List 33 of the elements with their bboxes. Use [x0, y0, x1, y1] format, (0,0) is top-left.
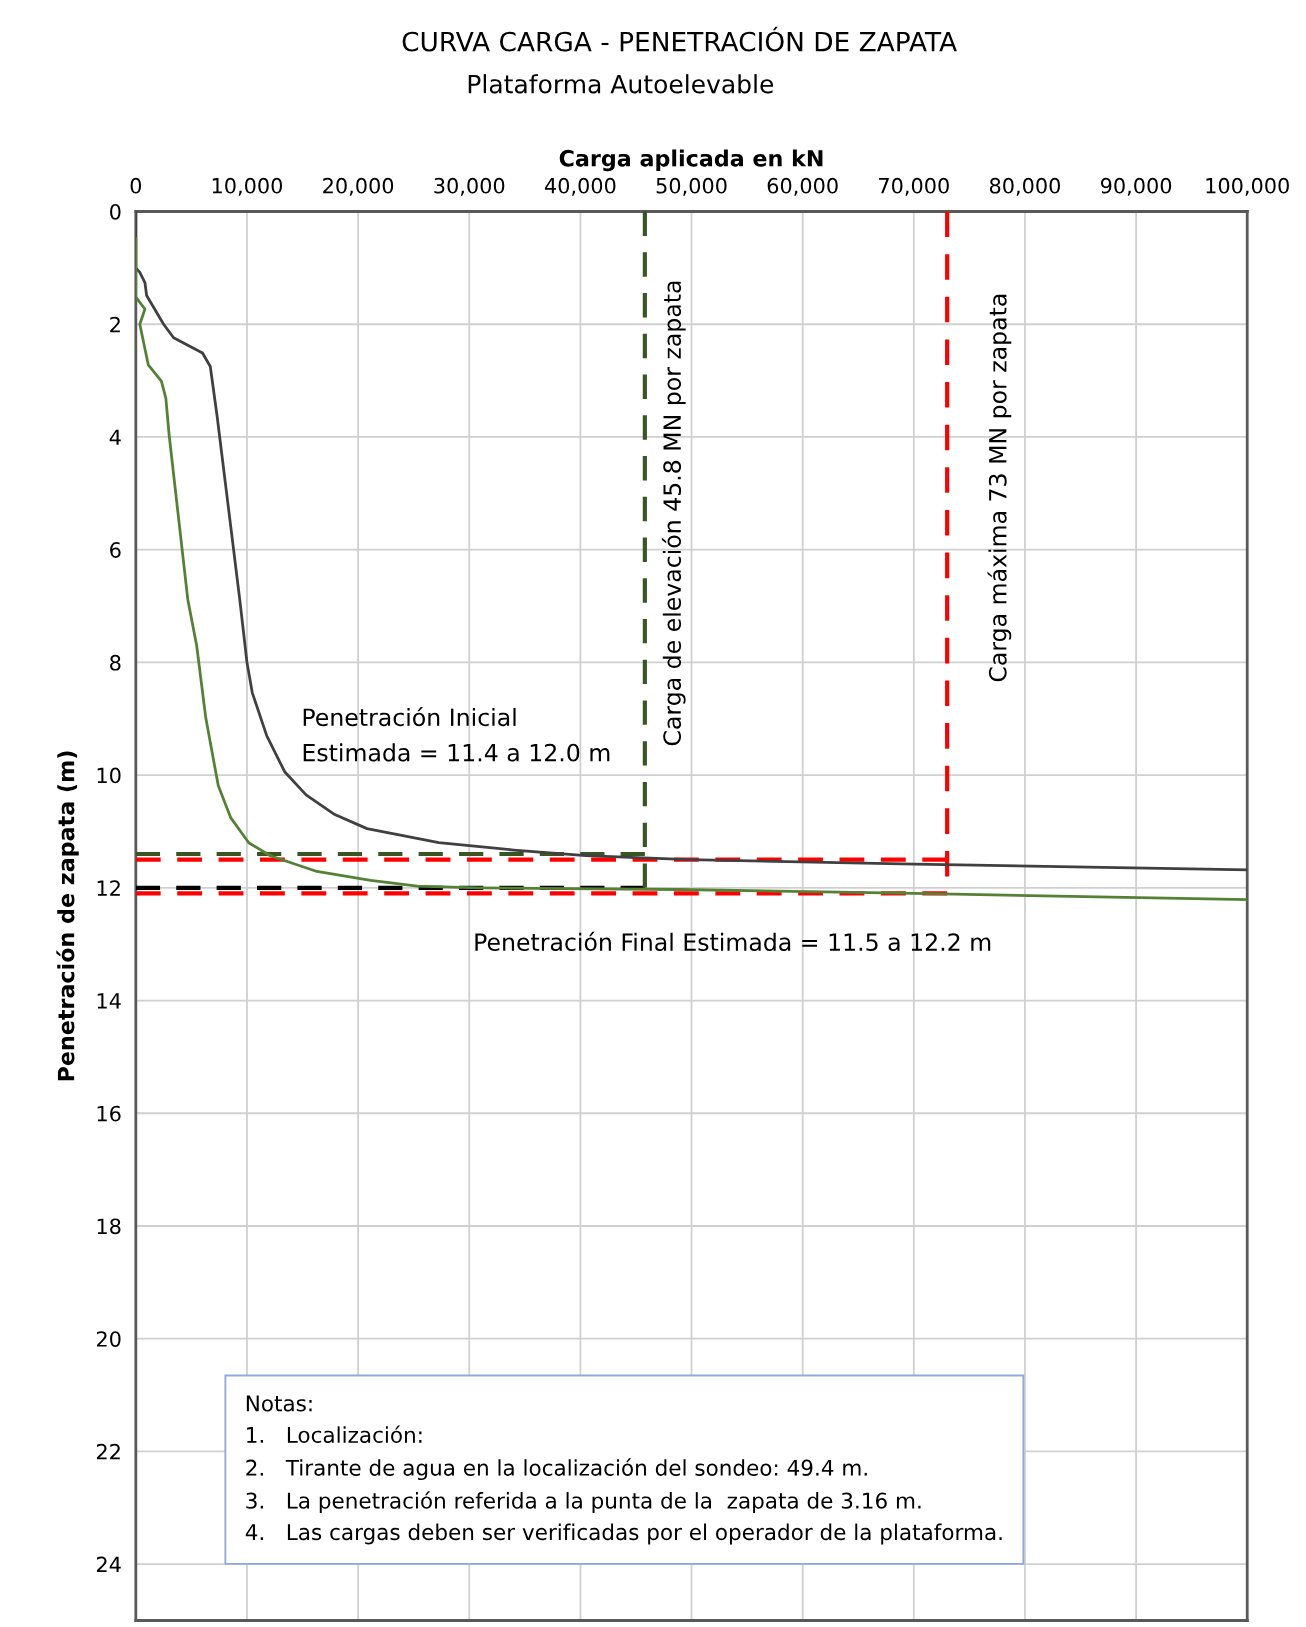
x-tick-label: 40,000	[544, 177, 616, 196]
x-tick-label: 70,000	[879, 177, 949, 196]
chart-title: CURVA CARGA - PENETRACIÓN DE ZAPATA	[402, 26, 957, 52]
y-tick-label: 14	[97, 993, 121, 1009]
x-tick-label: 100,000	[1206, 177, 1289, 196]
x-tick-label: 20,000	[323, 177, 394, 196]
annotation: Penetración Final Estimada = 11.5 a 12.2 m	[475, 931, 991, 952]
y-tick-label: 0	[110, 203, 121, 220]
annotation: Penetración Inicial Estimada = 11.4 a 12.0 m	[303, 706, 610, 762]
y-tick-label: 6	[110, 542, 121, 558]
y-tick-label: 10	[97, 767, 121, 784]
y-tick-label: 4	[109, 429, 121, 445]
x-axis-title: Carga aplicada en kN	[559, 149, 823, 172]
x-tick-label: 30,000	[434, 177, 505, 196]
chart-subtitle: Plataforma Autoelevable	[468, 74, 774, 94]
annotation: Carga máxima 73 MN por zapata	[987, 294, 1012, 682]
y-tick-label: 8	[110, 654, 121, 671]
x-tick-label: 90,000	[1100, 177, 1172, 196]
y-tick-label: 24	[96, 1556, 121, 1573]
y-tick-label: 12	[97, 880, 120, 896]
annotation: Notas: 1. Localización: 2. Tirante de agua en la localización del sondeo: 49.4 m. 3. La penetración referida a la punta de la zapata de 3.16 m. 4. Las cargas deben ser verificadas por el operador de la plataforma.	[245, 1395, 1002, 1545]
y-axis-title: Penetración de zapata (m)	[56, 751, 79, 1081]
x-tick-label: 60,000	[767, 177, 838, 196]
annotation: Carga de elevación 45.8 MN por zapata	[661, 281, 686, 746]
y-tick-label: 22	[96, 1443, 120, 1460]
x-tick-label: 0	[130, 177, 142, 194]
x-tick-label: 80,000	[989, 177, 1061, 196]
x-tick-label: 10,000	[212, 177, 283, 196]
y-tick-label: 2	[110, 316, 120, 333]
y-tick-label: 18	[97, 1218, 121, 1235]
y-tick-label: 20	[96, 1331, 121, 1347]
y-tick-label: 16	[97, 1105, 121, 1122]
x-tick-label: 50,000	[656, 177, 727, 196]
